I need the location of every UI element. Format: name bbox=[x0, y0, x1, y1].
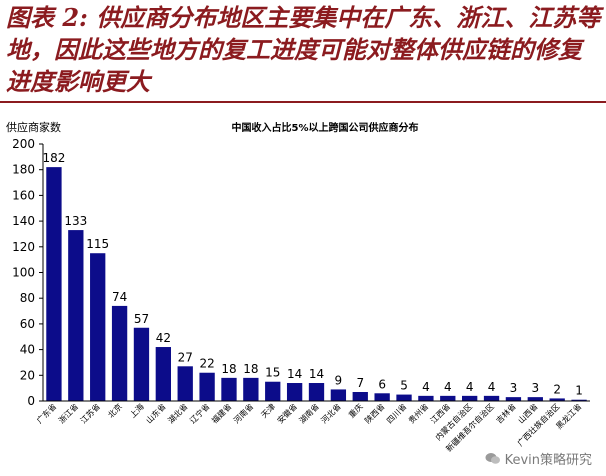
data-label: 4 bbox=[488, 380, 496, 394]
bar bbox=[68, 230, 84, 401]
y-tick-label: 60 bbox=[20, 317, 35, 331]
y-tick-label: 120 bbox=[12, 240, 35, 254]
heading-divider bbox=[0, 101, 606, 103]
bar bbox=[462, 395, 478, 401]
y-tick-label: 160 bbox=[12, 188, 35, 202]
bar bbox=[177, 366, 193, 401]
bar bbox=[46, 167, 62, 401]
bar bbox=[440, 395, 456, 401]
bar bbox=[571, 399, 587, 401]
data-label: 6 bbox=[378, 377, 386, 391]
data-label: 18 bbox=[243, 362, 258, 376]
data-label: 4 bbox=[422, 380, 430, 394]
data-label: 27 bbox=[178, 350, 193, 364]
x-tick-label: 湖北省 bbox=[166, 401, 190, 425]
data-label: 115 bbox=[86, 237, 109, 251]
x-tick-label: 江苏省 bbox=[78, 401, 102, 425]
wechat-icon bbox=[485, 453, 500, 464]
bar bbox=[352, 392, 368, 401]
data-label: 4 bbox=[466, 380, 474, 394]
bar bbox=[396, 394, 412, 401]
bar bbox=[418, 395, 434, 401]
y-tick-label: 140 bbox=[12, 214, 35, 228]
bar bbox=[286, 383, 303, 401]
x-tick-label: 湖南省 bbox=[297, 401, 321, 425]
watermark-text: Kevin策略研究 bbox=[504, 453, 592, 468]
y-tick-label: 200 bbox=[12, 137, 35, 151]
bar bbox=[483, 395, 500, 401]
x-tick-label: 浙江省 bbox=[56, 401, 80, 425]
bar bbox=[243, 377, 259, 401]
data-label: 7 bbox=[356, 376, 364, 390]
data-label: 133 bbox=[64, 214, 87, 228]
x-tick-label: 四川省 bbox=[384, 401, 408, 425]
x-tick-label: 河南省 bbox=[231, 401, 255, 425]
x-tick-label: 天津 bbox=[259, 401, 277, 419]
x-tick-label: 安徽省 bbox=[275, 401, 299, 425]
figure-heading: 图表 2: 供应商分布地区主要集中在广东、浙江、江苏等地，因此这些地方的复工进度… bbox=[6, 3, 601, 96]
y-tick-label: 80 bbox=[20, 291, 35, 305]
bar bbox=[155, 347, 171, 401]
data-label: 22 bbox=[199, 357, 214, 371]
x-tick-label: 山东省 bbox=[144, 401, 168, 425]
bar bbox=[527, 397, 543, 401]
bar bbox=[221, 377, 237, 401]
data-label: 3 bbox=[510, 381, 518, 395]
x-tick-label: 贵州省 bbox=[406, 401, 430, 425]
x-tick-label: 上海 bbox=[127, 401, 145, 419]
data-label: 14 bbox=[287, 367, 302, 381]
data-label: 2 bbox=[553, 382, 561, 396]
x-tick-label: 重庆 bbox=[346, 401, 364, 419]
watermark: Kevin策略研究 bbox=[485, 449, 592, 468]
data-label: 57 bbox=[134, 312, 149, 326]
data-label: 42 bbox=[156, 331, 171, 345]
data-label: 74 bbox=[112, 290, 127, 304]
x-tick-label: 陕西省 bbox=[363, 401, 387, 425]
x-tick-label: 辽宁省 bbox=[187, 401, 211, 425]
y-tick-label: 180 bbox=[12, 163, 35, 177]
y-tick-label: 40 bbox=[20, 343, 35, 357]
data-label: 15 bbox=[265, 366, 280, 380]
bar bbox=[549, 398, 565, 401]
x-tick-label: 福建省 bbox=[209, 401, 233, 425]
bar bbox=[133, 327, 150, 401]
data-label: 18 bbox=[221, 362, 236, 376]
bar bbox=[374, 393, 390, 401]
bar bbox=[265, 381, 281, 401]
x-tick-label: 河北省 bbox=[319, 401, 343, 425]
bar bbox=[330, 389, 347, 401]
data-label: 9 bbox=[335, 373, 343, 387]
bar bbox=[505, 397, 522, 401]
data-label: 3 bbox=[531, 381, 539, 395]
y-tick-label: 100 bbox=[12, 266, 35, 280]
x-tick-labels: 广东省浙江省江苏省 北京 上海山东省湖北省辽宁省福建省河南省 天津安徽省湖南省河北省重… bbox=[34, 401, 583, 453]
y-tick-label: 20 bbox=[20, 368, 35, 382]
data-label: 5 bbox=[400, 379, 408, 393]
x-tick-label: 广东省 bbox=[34, 401, 58, 425]
bar bbox=[308, 383, 325, 401]
chart-title: 中国收入占比5%以上跨国公司供应商分布 bbox=[232, 121, 419, 134]
x-tick-label: 吉林省 bbox=[494, 401, 518, 425]
bar bbox=[90, 253, 106, 401]
y-tick-labels: 0 20 40 60 80 100 120 140 160 180 200 bbox=[12, 137, 43, 408]
y-axis-label: 供应商家数 bbox=[6, 120, 61, 134]
bar bbox=[111, 305, 128, 401]
bars bbox=[46, 167, 587, 401]
data-label: 1 bbox=[575, 384, 583, 398]
data-label: 14 bbox=[309, 367, 324, 381]
x-tick-label: 北京 bbox=[106, 401, 124, 419]
bar bbox=[199, 372, 215, 401]
data-label: 4 bbox=[444, 380, 452, 394]
data-label: 182 bbox=[42, 151, 65, 165]
y-tick-label: 0 bbox=[27, 394, 35, 408]
